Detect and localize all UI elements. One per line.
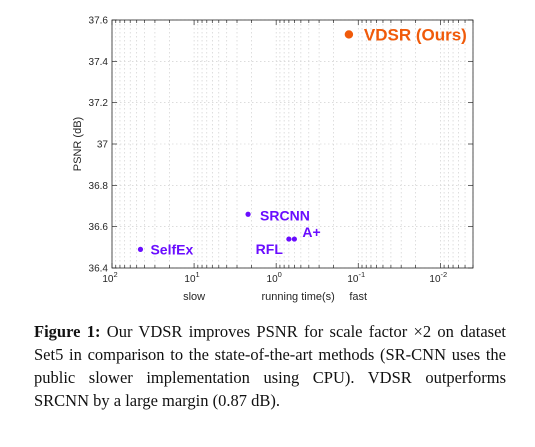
- point-label: SelfEx: [150, 241, 193, 257]
- data-point: [137, 246, 144, 252]
- y-tick-label: 37.2: [89, 98, 109, 109]
- data-point: [245, 211, 251, 217]
- data-point: [291, 236, 297, 242]
- y-axis-label: PSNR (dB): [72, 117, 84, 171]
- data-points: SelfEx SRCNN RFL A+ VDSR (Ours): [137, 25, 467, 257]
- point-label: RFL: [256, 241, 284, 257]
- point-label: SRCNN: [260, 207, 310, 223]
- caption-text: Our VDSR improves PSNR for scale factor …: [34, 322, 507, 410]
- point-label: A+: [302, 224, 320, 240]
- speed-label: fast: [349, 291, 367, 303]
- data-point: [286, 236, 292, 242]
- x-tick-label: 102: [102, 270, 117, 285]
- y-tick-label: 36.4: [89, 264, 109, 275]
- x-axis-label: running time(s): [261, 291, 334, 303]
- y-tick-label: 37.6: [89, 16, 109, 27]
- caption-label: Figure 1:: [34, 322, 101, 341]
- y-tick-label: 36.8: [89, 181, 109, 192]
- x-tick-label: 10-1: [347, 270, 365, 285]
- data-point: [344, 30, 354, 39]
- y-tick-label: 36.6: [89, 222, 109, 233]
- x-tick-label: 101: [184, 270, 199, 285]
- y-tick-label: 37.4: [89, 57, 109, 68]
- point-label: VDSR (Ours): [364, 25, 467, 44]
- axis-labels: 36.4 36.6 36.8 37 37.2 37.4 37.6 102 101 100 10-1 1…: [72, 16, 447, 304]
- x-tick-label: 100: [267, 270, 282, 285]
- grid: [111, 19, 474, 269]
- psnr-vs-runtime-chart: 36.4 36.6 36.8 37 37.2 37.4 37.6 102 101 100 10-1 1…: [72, 16, 474, 304]
- x-tick-label: 10-2: [429, 270, 447, 285]
- y-tick-label: 37: [97, 140, 109, 151]
- speed-label: slow: [183, 291, 205, 303]
- figure-caption: Figure 1: Our VDSR improves PSNR for sca…: [34, 320, 506, 412]
- axis-ticks: [111, 19, 474, 269]
